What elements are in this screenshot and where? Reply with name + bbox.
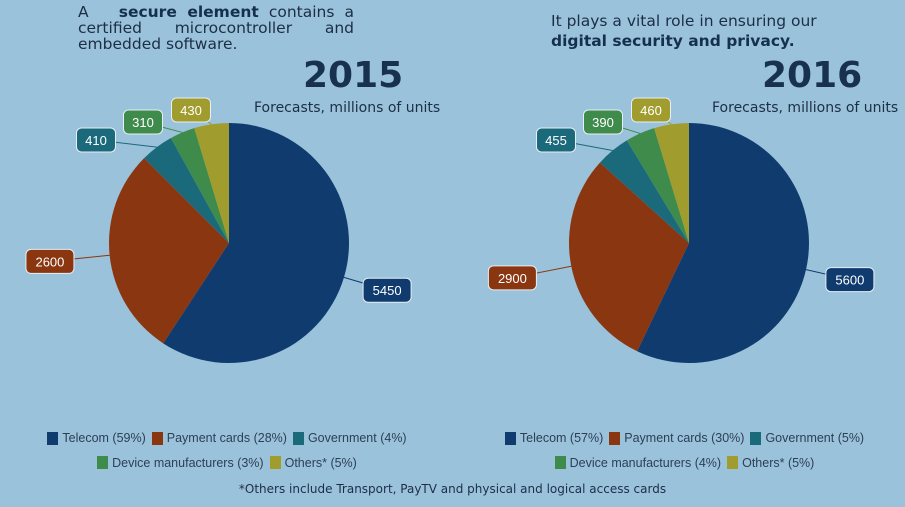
- legend-item: Device manufacturers (3%): [97, 455, 264, 471]
- legend-item: Payment cards (28%): [151, 430, 287, 446]
- pie-slice-government: [144, 138, 229, 243]
- legend-label: Government (5%): [765, 431, 865, 445]
- data-label-box: [171, 97, 211, 123]
- intro-prefix: A: [78, 3, 89, 21]
- legend-swatch: [554, 456, 566, 469]
- legend-item: Payment cards (30%): [609, 430, 744, 446]
- pie-slice-telecom: [637, 123, 809, 363]
- legend-label: Others* (5%): [742, 455, 815, 470]
- pie-slice-others-: [654, 123, 689, 243]
- pie-slice-device-manufacturers: [170, 128, 229, 243]
- chart-title-2016: 2016: [762, 55, 863, 96]
- data-label-box: [123, 109, 163, 135]
- legend-label: Government (4%): [307, 431, 407, 445]
- pie-slice-others-: [194, 123, 229, 243]
- intro-right-line1: It plays a vital role in ensuring our: [551, 12, 817, 30]
- legend-item: Government (5%): [750, 430, 864, 446]
- data-label-box: [25, 248, 75, 274]
- legend-item: Others* (5%): [269, 455, 357, 471]
- legend-label: Device manufacturers (3%): [112, 455, 264, 470]
- legend-swatch: [609, 431, 621, 445]
- data-label: 2900: [498, 271, 527, 286]
- data-label: 460: [640, 103, 662, 118]
- chart-title-2015: 2015: [303, 55, 404, 96]
- legend-swatch: [750, 431, 762, 445]
- data-label-box: [583, 109, 623, 135]
- data-label: 5450: [373, 283, 402, 298]
- footnote: *Others include Transport, PayTV and phy…: [238, 482, 667, 496]
- legend-item: Government (4%): [292, 430, 407, 446]
- legend-swatch: [727, 456, 739, 469]
- intro-bold: secure element: [118, 3, 259, 21]
- data-label: 390: [592, 115, 614, 130]
- legend-swatch: [269, 456, 281, 469]
- legend-2015: Telecom (59%) Payment cards (28%) Governme…: [15, 430, 445, 479]
- intro-right-bold: digital security and privacy.: [551, 32, 795, 50]
- data-label: 2600: [35, 254, 64, 269]
- legend-swatch: [292, 431, 304, 445]
- pie-slice-payment-cards: [108, 158, 229, 344]
- data-label-box: [362, 277, 412, 303]
- legend-label: Device manufacturers (4%): [569, 455, 722, 470]
- chart-subtitle-2015: Forecasts, millions of units: [254, 100, 441, 116]
- legend-2016: Telecom (57%) Payment cards (30%) Governme…: [475, 430, 900, 479]
- legend-item: Telecom (57%): [504, 430, 604, 446]
- data-label: 410: [85, 133, 107, 148]
- data-label: 430: [180, 103, 202, 118]
- legend-label: Telecom (57%): [519, 431, 604, 445]
- data-label-box: [825, 267, 875, 293]
- legend-label: Payment cards (30%): [624, 431, 745, 445]
- legend-row: Telecom (59%) Payment cards (28%) Governme…: [15, 430, 445, 449]
- data-label: 455: [545, 133, 567, 148]
- legend-swatch: [47, 431, 59, 445]
- legend-label: Telecom (59%): [62, 431, 146, 445]
- legend-label: Others* (5%): [284, 455, 357, 470]
- chart-subtitle-2016: Forecasts, millions of units: [712, 100, 899, 116]
- legend-item: Device manufacturers (4%): [554, 455, 722, 471]
- data-label-box: [536, 127, 576, 153]
- legend-row: Device manufacturers (4%) Others* (5%): [475, 455, 900, 474]
- legend-swatch: [151, 431, 163, 445]
- intro-right: It plays a vital role in ensuring our dig…: [551, 11, 851, 51]
- legend-swatch: [504, 431, 516, 445]
- data-label: 5600: [835, 273, 864, 288]
- data-label: 310: [132, 115, 154, 130]
- pie-slice-device-manufacturers: [626, 128, 689, 243]
- legend-item: Telecom (59%): [47, 430, 146, 446]
- legend-label: Payment cards (28%): [166, 431, 287, 445]
- legend-swatch: [97, 456, 109, 469]
- data-label-box: [631, 97, 671, 123]
- legend-row: Device manufacturers (3%) Others* (5%): [15, 455, 445, 474]
- data-label-box: [487, 265, 537, 291]
- data-label-box: [76, 127, 116, 153]
- pie-slice-government: [599, 140, 689, 243]
- intro-left: A secure element contains a certified mi…: [78, 4, 354, 52]
- intro-rest: contains a certified microcontroller and…: [78, 3, 354, 53]
- legend-item: Others* (5%): [727, 455, 814, 471]
- legend-row: Telecom (57%) Payment cards (30%) Governme…: [475, 430, 900, 449]
- pie-slice-payment-cards: [569, 162, 689, 352]
- pie-slice-telecom: [163, 123, 350, 364]
